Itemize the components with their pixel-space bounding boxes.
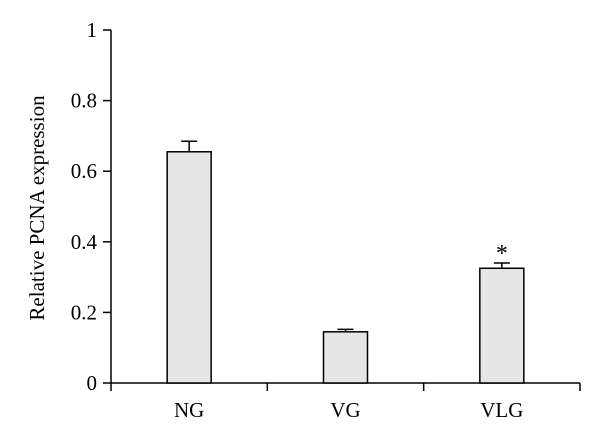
bars [166,140,525,384]
y-axis-title: Relative PCNA expression [25,95,49,321]
x-category-label: VG [330,398,360,422]
y-tick-label: 0.4 [71,230,98,254]
y-tick-label: 0.2 [71,300,97,324]
bar-vg [322,331,369,384]
x-category-label: NG [174,398,204,422]
y-tick-label: 1 [87,18,98,42]
labels: 0 0.2 0.4 0.6 0.8 1 NG VG VLG * [71,18,524,422]
x-category-label: VLG [480,398,523,422]
bar-vlg [479,267,525,384]
y-tick-label: 0.8 [71,89,97,113]
y-tick-label: 0 [87,371,98,395]
bar-ng [166,151,212,384]
significance-marker: * [496,241,508,267]
y-tick-label: 0.6 [71,159,97,183]
